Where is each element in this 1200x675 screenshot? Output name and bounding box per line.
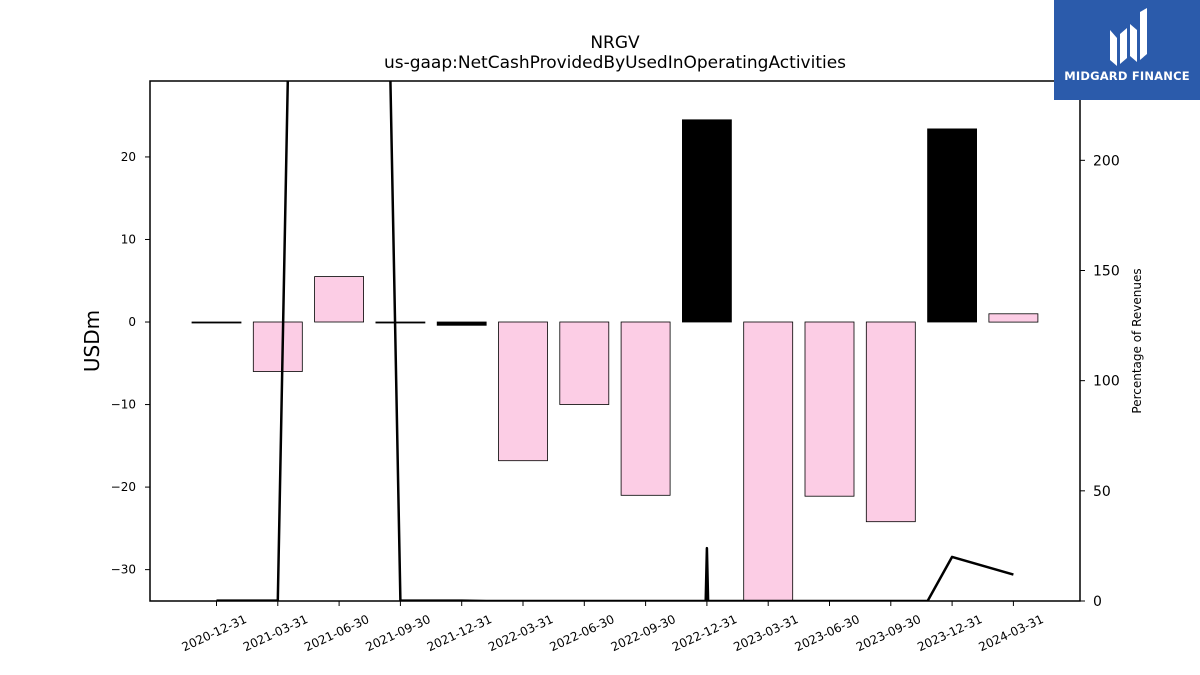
x-tick-label: 2022-03-31 [486,612,555,654]
bar-2022-09-30 [620,321,671,496]
left-tick-label: 20 [121,150,136,164]
bar-2020-12-31 [191,321,242,324]
x-tick-label: 2021-03-31 [241,612,310,654]
bar-2022-06-30 [559,321,610,405]
x-tick-label: 2022-09-30 [609,612,678,654]
x-tick-label: 2023-03-31 [731,612,800,654]
bar-2023-06-30 [804,321,855,497]
x-axis: 2020-12-312021-03-312021-06-302021-09-30… [180,601,1046,654]
right-tick-label: 100 [1093,374,1120,390]
right-axis: 0 50 100 150 200 [1080,153,1120,610]
bar-2023-12-31 [927,128,977,323]
x-tick-label: 2023-12-31 [915,612,984,654]
left-tick-label: −20 [111,480,136,494]
chart-title: NRGV [590,33,640,53]
x-tick-label: 2022-06-30 [547,612,616,654]
bar-2022-12-31 [682,119,732,323]
chart-subtitle: us-gaap:NetCashProvidedByUsedInOperating… [384,53,846,73]
left-tick-label: −30 [111,563,136,577]
bar-2022-03-31 [498,321,548,462]
bar-2021-12-31 [436,321,487,326]
bar-2023-09-30 [865,321,916,523]
right-tick-label: 150 [1093,263,1120,279]
midgard-logo-icon [1110,8,1147,66]
x-tick-label: 2021-12-31 [425,612,494,654]
bars-layer [191,119,1039,601]
left-tick-label: 0 [128,315,136,329]
midgard-finance-logo: MIDGARD FINANCE [1054,0,1200,100]
x-tick-label: 2023-06-30 [793,612,862,654]
plot-frame [149,80,1081,602]
bar-2021-03-31 [252,321,303,372]
logo-text: MIDGARD FINANCE [1064,69,1190,83]
bar-2023-03-31 [743,321,794,601]
bar-2024-03-31 [988,313,1039,323]
left-tick-label: 10 [121,232,136,246]
x-tick-label: 2024-03-31 [977,612,1046,654]
bar-2021-06-30 [314,276,365,323]
x-tick-label: 2023-09-30 [854,612,923,654]
left-tick-label: −10 [111,398,136,412]
x-tick-label: 2021-06-30 [302,612,371,654]
x-tick-label: 2020-12-31 [180,612,249,654]
right-tick-label: 50 [1093,484,1111,500]
left-axis: −30 −20 −10 0 10 20 [111,150,150,577]
bar-2021-09-30 [375,321,426,324]
y-axis-label: USDm [80,310,104,372]
right-tick-label: 200 [1093,153,1120,169]
x-tick-label: 2021-09-30 [364,612,433,654]
x-tick-label: 2022-12-31 [670,612,739,654]
right-tick-label: 0 [1093,594,1102,610]
y2-axis-label: Percentage of Revenues [1130,268,1144,413]
